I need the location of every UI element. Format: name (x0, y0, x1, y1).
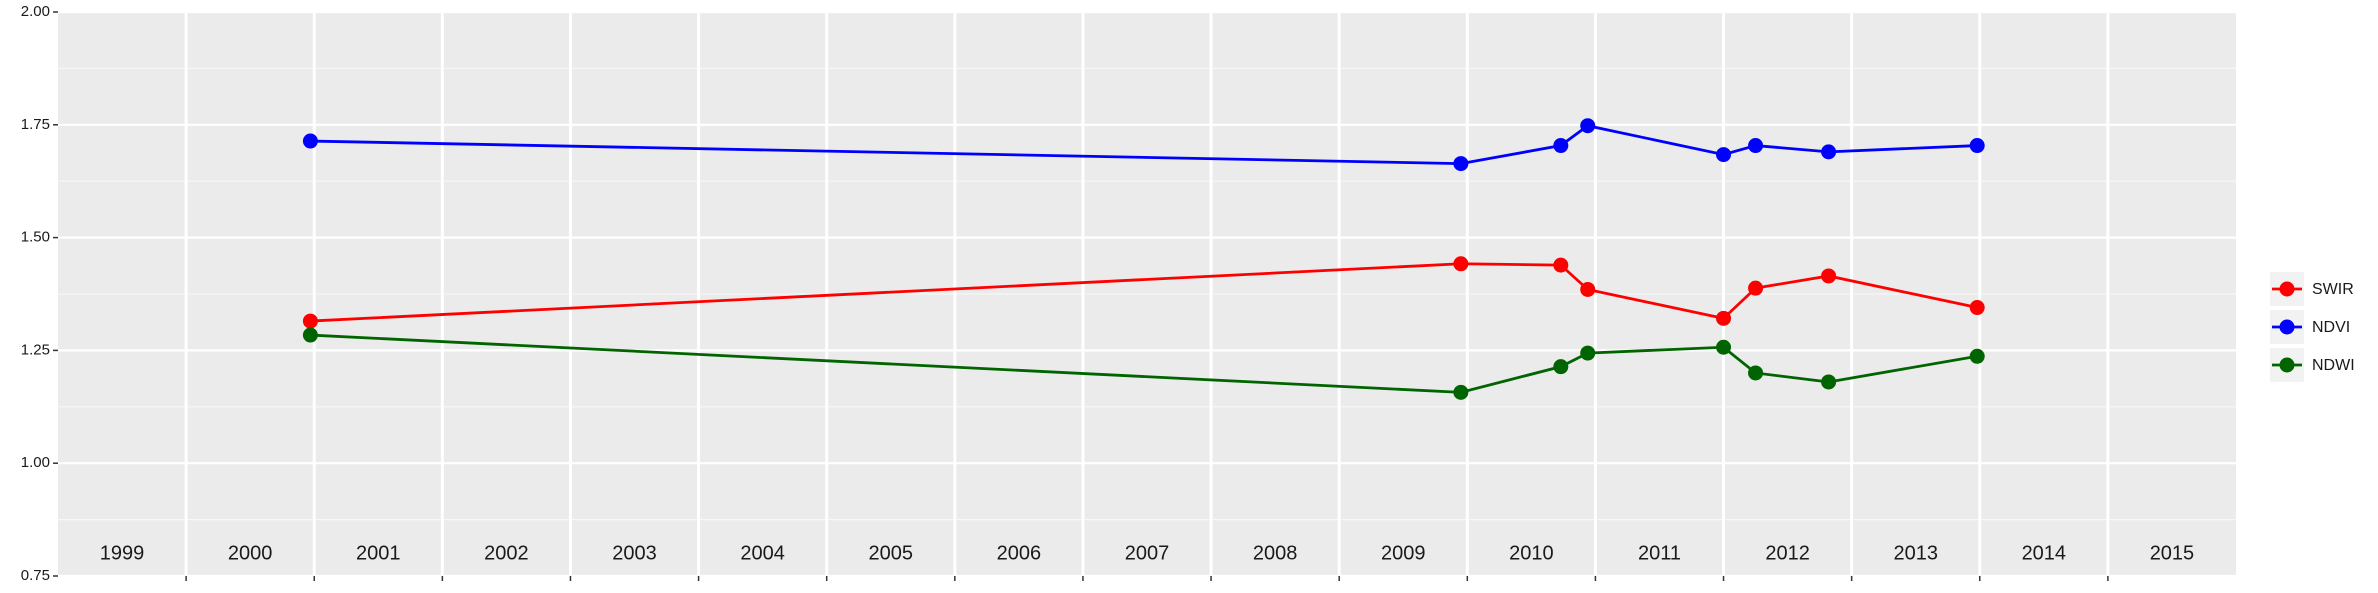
point (1453, 384, 1469, 400)
x-tick-label: 2002 (484, 542, 529, 564)
point (302, 133, 318, 149)
y-tick-label: 1.25 (21, 341, 50, 358)
series-line (310, 333, 1978, 394)
legend-point (2279, 281, 2295, 297)
point (1553, 359, 1569, 375)
x-tick-label: 2003 (612, 542, 657, 564)
legend-point (2279, 357, 2295, 373)
point (1453, 256, 1469, 272)
legend-point (2279, 319, 2295, 335)
x-tick-label: 2004 (740, 542, 785, 564)
x-tick-label: 2005 (869, 542, 914, 564)
point (1748, 365, 1764, 381)
point (1821, 144, 1837, 160)
y-tick-label: 1.75 (21, 116, 50, 133)
point (1969, 138, 1985, 154)
legend-label: SWIR (2312, 281, 2354, 298)
point (1553, 257, 1569, 273)
x-tick-label: 1999 (100, 542, 145, 564)
point (1553, 138, 1569, 154)
x-tick-label: 2000 (228, 542, 273, 564)
point (1716, 310, 1732, 326)
series-line (310, 124, 1978, 166)
series-line (310, 262, 1978, 323)
point (1748, 138, 1764, 154)
point (1716, 147, 1732, 163)
point (1969, 300, 1985, 316)
x-tick-label: 2009 (1381, 542, 1426, 564)
point (302, 313, 318, 329)
x-tick-label: 2007 (1125, 542, 1170, 564)
y-tick-label: 0.75 (21, 567, 50, 584)
x-tick-label: 2001 (356, 542, 401, 564)
point (1821, 268, 1837, 284)
x-tick-label: 2008 (1253, 542, 1298, 564)
point (1580, 118, 1596, 134)
point (302, 327, 318, 343)
y-tick-label: 2.00 (21, 3, 50, 20)
x-tick-label: 2015 (2150, 542, 2195, 564)
point (1748, 280, 1764, 296)
point (1453, 156, 1469, 172)
point (1969, 348, 1985, 364)
x-tick-label: 2012 (1765, 542, 1810, 564)
x-tick-label: 2006 (997, 542, 1042, 564)
legend-label: NDWI (2312, 357, 2355, 374)
x-tick-label: 2014 (2022, 542, 2067, 564)
x-tick-label: 2011 (1638, 542, 1681, 564)
x-tick-label: 2010 (1509, 542, 1554, 564)
x-tick-label: 2013 (1893, 542, 1938, 564)
point (1821, 374, 1837, 390)
point (1580, 345, 1596, 361)
point (1580, 281, 1596, 297)
y-tick-label: 1.00 (21, 454, 50, 471)
point (1716, 339, 1732, 355)
legend-label: NDVI (2312, 319, 2350, 336)
y-tick-label: 1.50 (21, 229, 50, 246)
